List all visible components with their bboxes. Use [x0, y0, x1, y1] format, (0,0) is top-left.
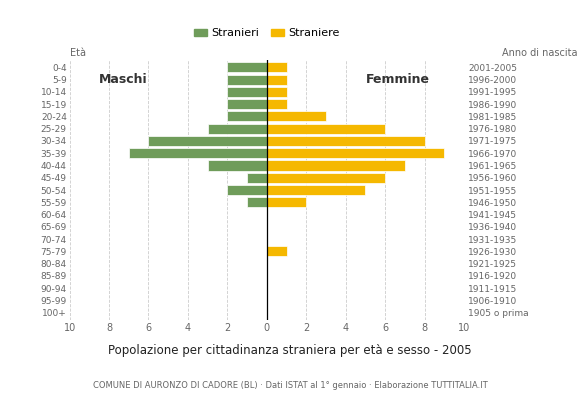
Bar [267, 111, 326, 122]
Bar [227, 74, 267, 85]
Text: Anno di nascita: Anno di nascita [502, 48, 577, 58]
Bar [267, 185, 365, 195]
Bar [267, 148, 444, 158]
Bar [267, 124, 385, 134]
Bar [267, 87, 287, 97]
Bar [267, 246, 287, 256]
Bar [247, 197, 267, 207]
Text: Maschi: Maschi [99, 73, 148, 86]
Bar [208, 160, 267, 170]
Text: Popolazione per cittadinanza straniera per età e sesso - 2005: Popolazione per cittadinanza straniera p… [108, 344, 472, 357]
Legend: Stranieri, Straniere: Stranieri, Straniere [190, 24, 344, 43]
Bar [148, 136, 267, 146]
Text: Femmine: Femmine [365, 73, 429, 86]
Bar [267, 173, 385, 183]
Text: Età: Età [70, 48, 86, 58]
Bar [227, 99, 267, 109]
Bar [227, 111, 267, 122]
Bar [227, 185, 267, 195]
Bar [267, 99, 287, 109]
Bar [267, 136, 425, 146]
Bar [129, 148, 267, 158]
Bar [267, 197, 306, 207]
Bar [267, 62, 287, 72]
Bar [247, 173, 267, 183]
Bar [208, 124, 267, 134]
Text: COMUNE DI AURONZO DI CADORE (BL) · Dati ISTAT al 1° gennaio · Elaborazione TUTTI: COMUNE DI AURONZO DI CADORE (BL) · Dati … [93, 381, 487, 390]
Bar [227, 62, 267, 72]
Bar [267, 160, 405, 170]
Bar [267, 74, 287, 85]
Bar [227, 87, 267, 97]
